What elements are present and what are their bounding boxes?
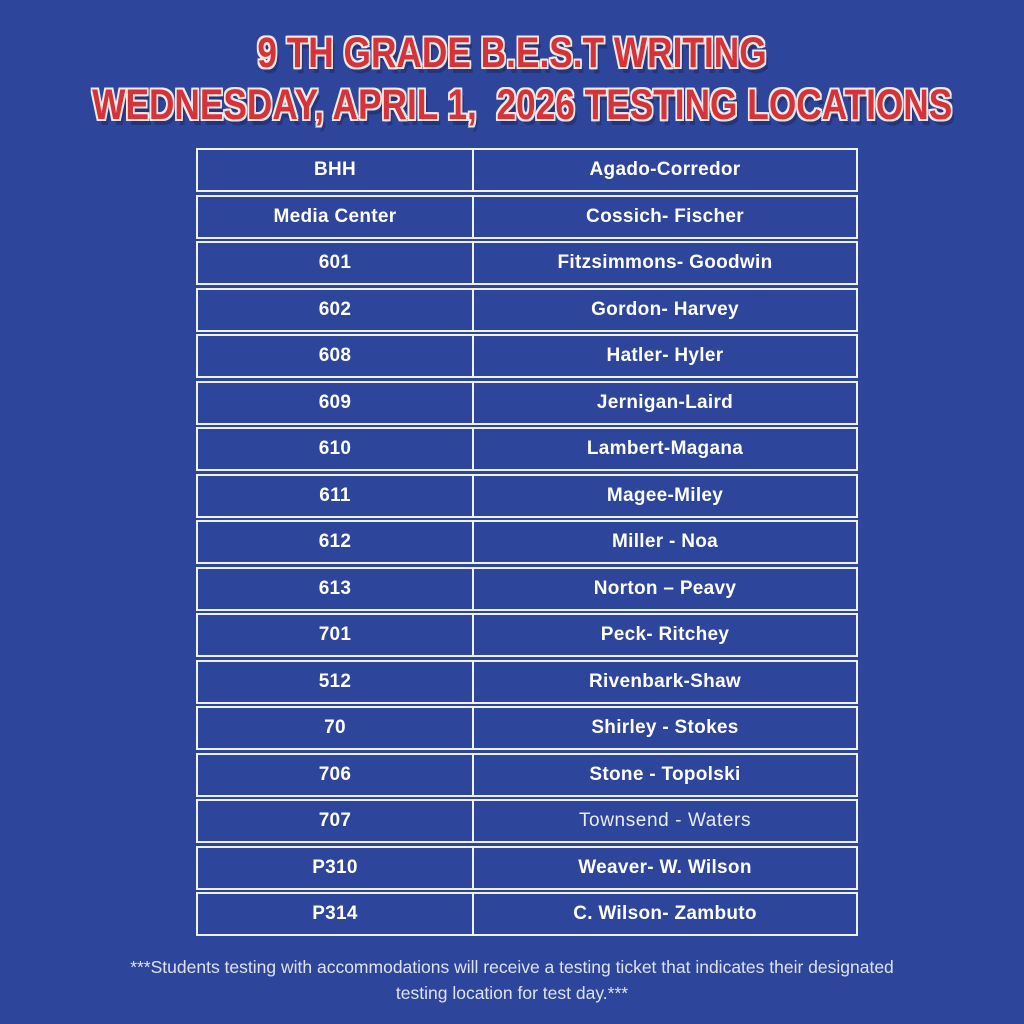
table-row: 602 Gordon- Harvey bbox=[196, 287, 858, 332]
room-cell: 613 bbox=[318, 577, 352, 599]
names-cell: Lambert-Magana bbox=[472, 429, 856, 469]
room-cell: Media Center bbox=[273, 205, 397, 227]
table-row: 613 Norton – Peavy bbox=[196, 566, 858, 611]
names-cell: Shirley - Stokes bbox=[472, 708, 856, 748]
table-row: 601 Fitzsimmons- Goodwin bbox=[196, 241, 858, 285]
room-cell: 608 bbox=[318, 345, 352, 366]
locations-table: BHH Agado-Corredor Media Center Cossich- Fi… bbox=[196, 148, 858, 936]
names-cell: Stone - Topolski bbox=[472, 754, 856, 795]
room-cell: 601 bbox=[318, 252, 352, 273]
table-row: P310 Weaver- W. Wilson bbox=[196, 845, 858, 890]
title-line-2: WEDNESDAY, APRIL 1, 2026 TESTING LOCATIO… bbox=[92, 81, 953, 129]
names-cell: Magee-Miley bbox=[472, 475, 856, 516]
page-title: 9 TH GRADE B.E.S.T WRITING WEDNESDAY, AP… bbox=[0, 28, 1024, 130]
names-cell: Fitzsimmons- Goodwin bbox=[472, 243, 856, 283]
room-cell: 612 bbox=[318, 531, 352, 552]
names-cell: Miller - Noa bbox=[472, 522, 856, 562]
room-cell: 610 bbox=[318, 438, 352, 459]
accommodations-note: ***Students testing with accommodations … bbox=[130, 957, 894, 1003]
names-cell: Rivenbark-Shaw bbox=[472, 661, 856, 702]
room-cell: 707 bbox=[318, 810, 352, 831]
table-row: 608 Hatler- Hyler bbox=[196, 334, 858, 378]
names-cell: Townsend - Waters bbox=[472, 801, 856, 841]
names-cell: Gordon- Harvey bbox=[472, 289, 856, 330]
table-row: 701 Peck- Ritchey bbox=[196, 613, 858, 657]
table-row: 70 Shirley - Stokes bbox=[196, 706, 858, 750]
table-row: 706 Stone - Topolski bbox=[196, 752, 858, 797]
room-cell: P314 bbox=[312, 903, 358, 924]
room-cell: 611 bbox=[319, 484, 351, 506]
names-cell: C. Wilson- Zambuto bbox=[472, 894, 856, 934]
names-cell: Hatler- Hyler bbox=[472, 336, 856, 376]
room-cell: BHH bbox=[313, 159, 357, 180]
names-cell: Agado-Corredor bbox=[472, 150, 856, 190]
table-row: 609 Jernigan-Laird bbox=[196, 380, 858, 425]
names-cell: Cossich- Fischer bbox=[472, 196, 856, 237]
room-cell: 609 bbox=[318, 391, 352, 413]
names-cell: Weaver- W. Wilson bbox=[472, 847, 856, 888]
table-row: 512 Rivenbark-Shaw bbox=[196, 659, 858, 704]
room-cell: 701 bbox=[318, 624, 352, 645]
room-cell: 602 bbox=[318, 298, 352, 320]
room-cell: P310 bbox=[312, 856, 358, 878]
room-cell: 512 bbox=[318, 670, 352, 692]
names-cell: Jernigan-Laird bbox=[472, 382, 856, 423]
table-row: P314 C. Wilson- Zambuto bbox=[196, 892, 858, 936]
table-row: 707 Townsend - Waters bbox=[196, 799, 858, 843]
table-row: Media Center Cossich- Fischer bbox=[196, 194, 858, 239]
room-cell: 706 bbox=[318, 763, 352, 785]
room-cell: 70 bbox=[324, 717, 346, 738]
title-line-1: 9 TH GRADE B.E.S.T WRITING bbox=[257, 29, 767, 77]
names-cell: Peck- Ritchey bbox=[472, 615, 856, 655]
table-row: 612 Miller - Noa bbox=[196, 520, 858, 564]
footer: ***Students testing with accommodations … bbox=[0, 954, 1024, 1006]
table-row: BHH Agado-Corredor bbox=[196, 148, 858, 192]
table-row: 611 Magee-Miley bbox=[196, 473, 858, 518]
names-cell: Norton – Peavy bbox=[472, 568, 856, 609]
table-row: 610 Lambert-Magana bbox=[196, 427, 858, 471]
